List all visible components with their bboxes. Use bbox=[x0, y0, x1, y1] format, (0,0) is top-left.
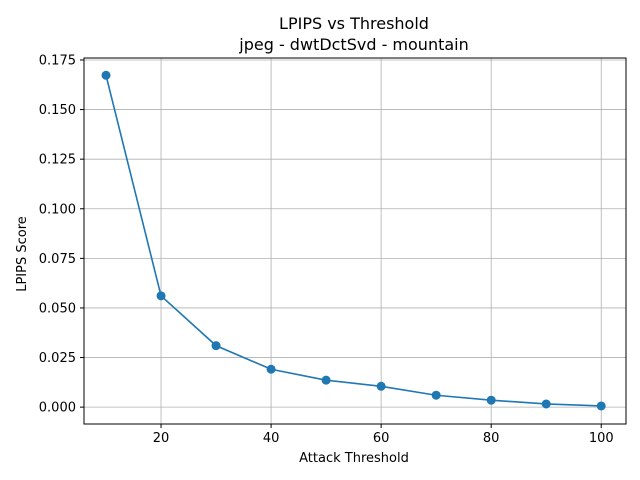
series-line bbox=[105, 75, 602, 407]
x-tick-label: 60 bbox=[373, 431, 390, 446]
x-axis-label: Attack Threshold bbox=[299, 451, 409, 466]
chart-title: LPIPS vs Threshold bbox=[279, 14, 429, 33]
data-point bbox=[376, 381, 386, 391]
data-point bbox=[156, 291, 166, 301]
x-tick-label: 20 bbox=[153, 431, 170, 446]
y-tick-label: 0.025 bbox=[39, 351, 76, 366]
chart-subtitle: jpeg - dwtDctSvd - mountain bbox=[238, 35, 469, 54]
y-axis-label: LPIPS Score bbox=[15, 216, 30, 292]
y-tick-label: 0.150 bbox=[39, 103, 76, 118]
x-tick-label: 80 bbox=[483, 431, 500, 446]
x-tick-label: 40 bbox=[263, 431, 280, 446]
ticks: 20 40 60 80 100 0.000 0.025 0.050 0.075 0.100 0.12… bbox=[39, 53, 614, 446]
y-tick-label: 0.100 bbox=[39, 202, 76, 217]
data-point bbox=[431, 390, 441, 400]
plot-area bbox=[83, 57, 627, 425]
grid bbox=[84, 58, 626, 424]
data-point bbox=[486, 395, 496, 405]
data-point bbox=[211, 341, 221, 351]
y-tick-label: 0.175 bbox=[39, 53, 76, 68]
data-point bbox=[541, 399, 551, 409]
data-point bbox=[101, 70, 111, 80]
y-tick-label: 0.050 bbox=[39, 301, 76, 316]
y-tick-label: 0.075 bbox=[39, 252, 76, 267]
x-tick-label: 100 bbox=[589, 431, 614, 446]
series bbox=[101, 70, 606, 411]
y-tick-label: 0.000 bbox=[39, 401, 76, 416]
data-point bbox=[321, 375, 331, 385]
data-point bbox=[596, 401, 606, 411]
y-tick-label: 0.125 bbox=[39, 153, 76, 168]
data-point bbox=[266, 364, 276, 374]
